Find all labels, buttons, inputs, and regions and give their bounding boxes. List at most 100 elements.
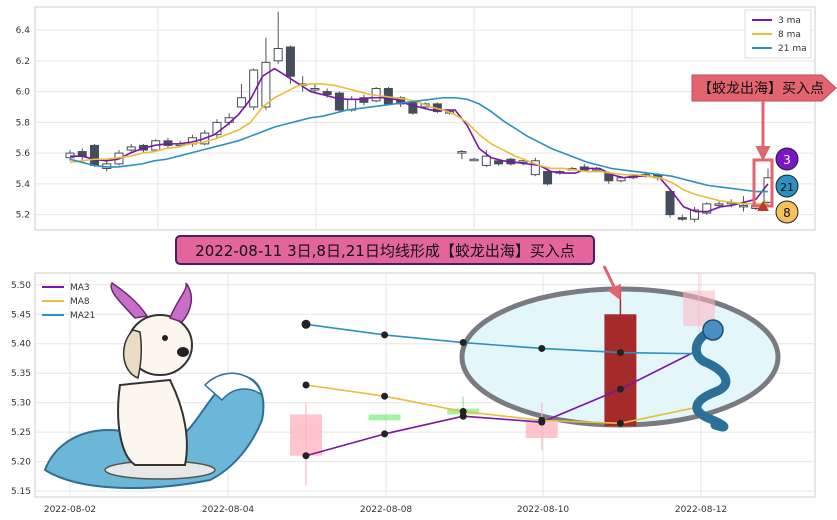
badge-21-circle <box>775 174 799 198</box>
top-candle-body <box>457 151 467 154</box>
bottom-point-MA3 <box>616 385 624 393</box>
top-candle-body <box>310 88 320 91</box>
title-banner-box <box>175 235 595 265</box>
bottom-point-MA21 <box>459 339 467 347</box>
top-legend-label-8ma: 8 ma <box>778 30 801 40</box>
top-candle-body <box>677 217 687 220</box>
bottom-point-MA21 <box>301 319 311 329</box>
bottom-point-MA21 <box>381 331 389 339</box>
top-candle-body <box>261 61 271 108</box>
top-candle-body <box>322 91 332 96</box>
top-candle-body <box>543 171 553 185</box>
bottom-y-tick-label-7: 5.50 <box>11 281 31 291</box>
bottom-x-ticks: 2022-08-02 2022-08-04 2022-08-08 2022-08-10… <box>44 505 727 515</box>
bottom-y-tick-label-2: 5.25 <box>11 428 31 438</box>
top-candle-body <box>212 121 222 136</box>
top-candle-body <box>530 160 540 176</box>
wave-crest <box>203 372 264 402</box>
bottom-point-MA8 <box>302 381 310 389</box>
top-series-line-21ma <box>69 96 768 193</box>
bottom-candles <box>290 273 715 486</box>
top-y-tick-label-0: 5.2 <box>16 211 30 221</box>
dog-body <box>117 378 188 466</box>
top-candle-body <box>481 155 491 166</box>
top-candle-body <box>665 191 675 216</box>
top-candle-body <box>690 209 700 220</box>
top-legend-label-21ma: 21 ma <box>778 44 807 54</box>
dragon-horn-right <box>169 282 193 323</box>
top-candle-body <box>702 203 712 214</box>
buy-point-up-triangle <box>757 201 769 211</box>
top-candle-body <box>89 144 99 166</box>
bottom-y-tick-label-3: 5.30 <box>11 399 31 409</box>
top-panel: 5.2 5.4 5.6 5.8 6.0 6.2 6.4 3 ma 8 ma 21 ma 【蛟… <box>16 6 837 231</box>
title-banner: 2022-08-11 3日,8日,21日均线形成【蛟龙出海】买入点 <box>175 235 621 301</box>
bottom-x-tick-label-2: 2022-08-08 <box>360 505 413 515</box>
bottom-y-tick-label-1: 5.20 <box>11 458 31 468</box>
badge-8-label: 8 <box>783 206 791 220</box>
dog-eye <box>162 335 168 341</box>
bottom-legend-label-ma21: MA21 <box>70 311 95 321</box>
callout-label: 【蛟龙出海】买入点 <box>698 81 824 97</box>
bottom-series-line-MA8 <box>305 384 700 425</box>
bottom-x-tick-label-1: 2022-08-04 <box>202 505 255 515</box>
title-banner-text: 2022-08-11 3日,8日,21日均线形成【蛟龙出海】买入点 <box>195 242 575 260</box>
top-series-line-8ma <box>69 83 768 205</box>
bottom-point-MA3 <box>381 430 389 438</box>
bottom-candle-body <box>525 420 558 439</box>
top-candle-body <box>249 69 259 108</box>
top-grid <box>35 7 815 230</box>
top-legend-label-3ma: 3 ma <box>778 16 801 26</box>
bottom-x-tick-label-4: 2022-08-12 <box>675 505 727 515</box>
top-y-tick-label-3: 5.8 <box>16 118 31 128</box>
bottom-y-tick-label-0: 5.15 <box>11 487 31 497</box>
top-lines <box>69 67 769 213</box>
top-candle-body <box>359 97 369 103</box>
bottom-point-MA8 <box>459 408 467 416</box>
dragon-horn-left <box>110 281 149 319</box>
badge-21-label: 21 <box>780 181 794 194</box>
dog-ear <box>122 329 143 380</box>
top-candle-body <box>334 92 344 111</box>
bottom-series-line-MA3 <box>305 348 700 457</box>
dog-nose <box>177 347 189 357</box>
top-y-tick-label-5: 6.2 <box>16 57 30 67</box>
top-candle-body <box>126 146 136 151</box>
top-candle-body <box>285 46 295 77</box>
badge-3-label: 3 <box>783 153 791 167</box>
bottom-x-tick-label-3: 2022-08-10 <box>517 505 570 515</box>
top-candle-body <box>273 48 283 62</box>
bottom-point-MA3 <box>302 452 310 460</box>
bottom-point-MA21 <box>538 344 546 352</box>
top-candle-body <box>469 158 479 162</box>
bottom-legend-label-ma8: MA8 <box>70 297 90 307</box>
bottom-candle-body <box>290 414 322 456</box>
bottom-point-MA8 <box>381 392 389 400</box>
bottom-y-ticks: 5.15 5.20 5.25 5.30 5.35 5.40 5.45 5.50 <box>11 281 31 497</box>
top-y-tick-label-6: 6.4 <box>16 26 31 36</box>
top-y-ticks: 5.2 5.4 5.6 5.8 6.0 6.2 6.4 <box>16 26 31 221</box>
dragon-head <box>702 319 724 341</box>
top-legend: 3 ma 8 ma 21 ma <box>744 9 812 59</box>
bottom-point-MA8 <box>616 419 624 427</box>
bottom-legend-label-ma3: MA3 <box>70 283 90 293</box>
callout-arrow-box <box>691 74 837 102</box>
top-y-tick-label-2: 5.6 <box>16 149 31 159</box>
bottom-series-line-MA21 <box>305 323 700 355</box>
top-y-tick-label-4: 6.0 <box>16 88 31 98</box>
bottom-candle-body <box>604 314 637 427</box>
top-candle-body <box>494 160 504 165</box>
buy-point-callout: 【蛟龙出海】买入点 <box>691 74 837 211</box>
top-candle-body <box>714 203 724 206</box>
bottom-legend: MA3 MA8 MA21 <box>42 283 95 321</box>
badge-3-circle <box>775 147 799 171</box>
bottom-point-MA8 <box>538 416 546 424</box>
top-y-tick-label-1: 5.4 <box>16 180 31 190</box>
bottom-candle-body <box>368 414 401 421</box>
dragon-body <box>691 325 731 432</box>
bottom-lines <box>301 319 700 460</box>
top-candle-body <box>739 204 749 208</box>
dragon-illustration <box>691 319 731 432</box>
bottom-point-MA21 <box>616 349 624 357</box>
